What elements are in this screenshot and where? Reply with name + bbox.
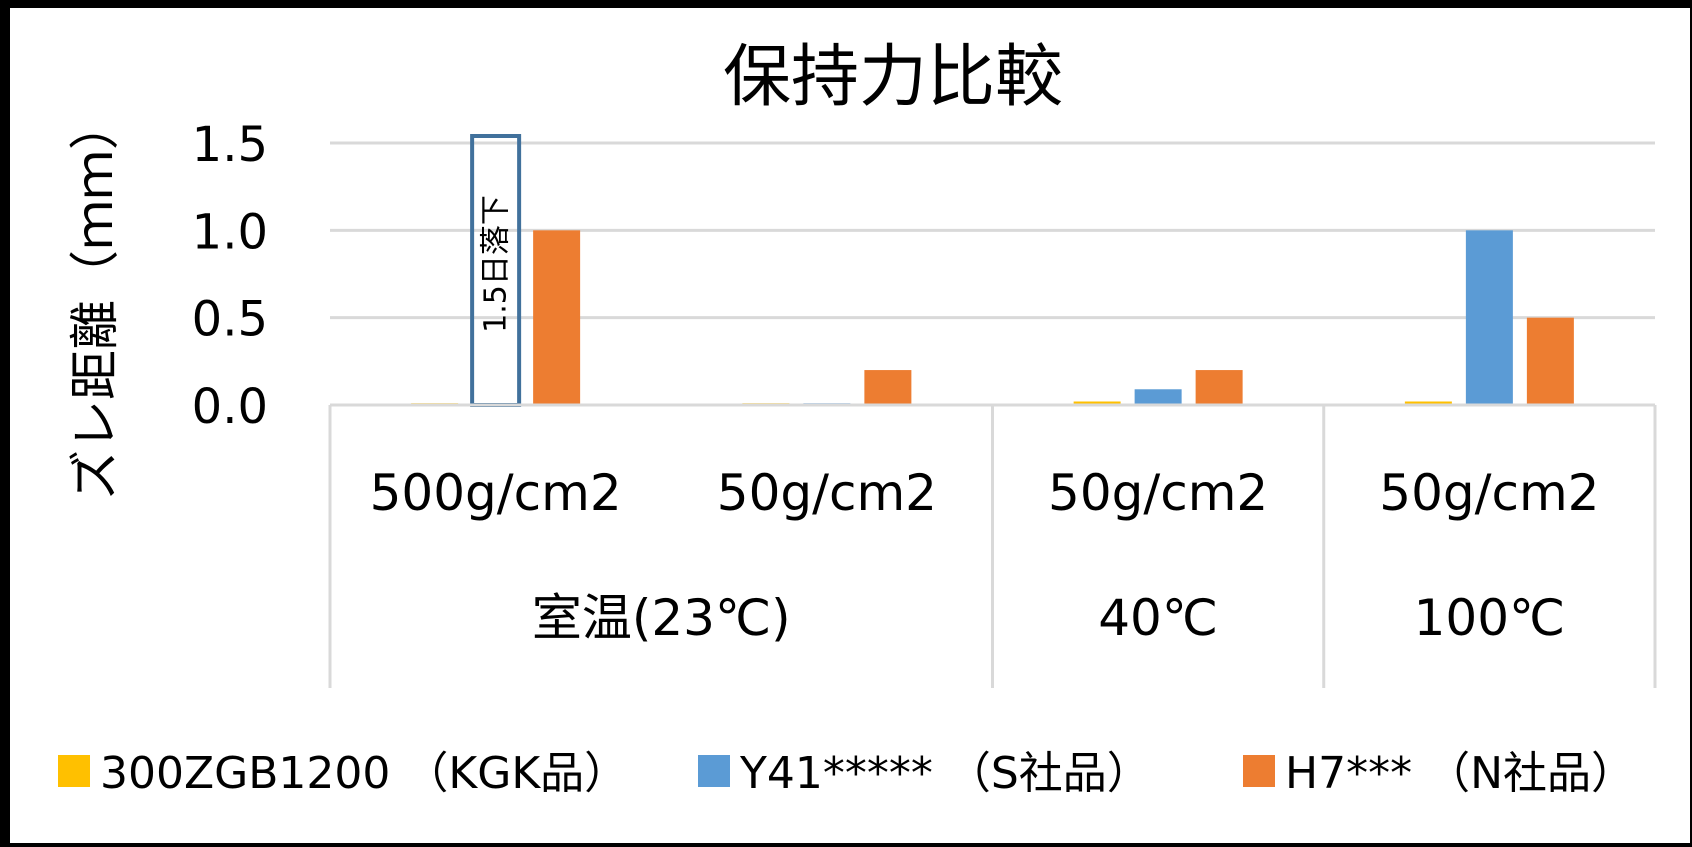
- y-axis-label: ズレ距離（ｍｍ）: [66, 100, 124, 500]
- bars: [411, 230, 1574, 405]
- x-tick-label: 50g/cm2: [1048, 464, 1268, 522]
- annotations: 1.5日落下: [470, 134, 522, 407]
- bar-2-3: [1526, 317, 1574, 405]
- bar-2-1: [864, 370, 912, 405]
- bar-2-0: [533, 230, 581, 405]
- bar-1-3: [1465, 230, 1513, 405]
- x-tick-label: 50g/cm2: [1379, 464, 1599, 522]
- bar-0-3: [1404, 401, 1452, 405]
- y-tick-label: 0.5: [192, 292, 268, 348]
- y-tick-label: 1.5: [192, 117, 268, 173]
- group-label: 100℃: [1414, 589, 1566, 647]
- y-tick-label: 0.0: [192, 379, 268, 435]
- annotation-label: 1.5日落下: [479, 195, 514, 333]
- x-tick-label: 500g/cm2: [370, 464, 622, 522]
- x-axis: 500g/cm2 50g/cm2 50g/cm2 50g/cm2 室温(23℃) 40℃ 1…: [328, 403, 1657, 688]
- chart-title: 保持力比較: [723, 38, 1063, 117]
- y-tick-labels: 0.0 0.5 1.0 1.5: [192, 117, 268, 435]
- legend-swatch: [58, 755, 90, 787]
- legend-label: H7*** （N社品）: [1285, 748, 1635, 799]
- legend-swatch: [1243, 755, 1275, 787]
- x-tick-label: 50g/cm2: [717, 464, 937, 522]
- group-label: 40℃: [1098, 589, 1218, 647]
- legend: 300ZGB1200 （KGK品） Y41***** （S社品） H7*** （N社…: [58, 748, 1635, 799]
- chart-background: [10, 8, 1690, 843]
- group-label: 室温(23℃): [532, 589, 791, 647]
- y-tick-label: 1.0: [192, 204, 268, 260]
- bar-2-2: [1195, 370, 1243, 405]
- legend-label: 300ZGB1200 （KGK品）: [100, 748, 628, 799]
- legend-label: Y41***** （S社品）: [739, 748, 1151, 799]
- bar-0-2: [1073, 401, 1121, 405]
- legend-swatch: [698, 755, 730, 787]
- bar-1-2: [1134, 389, 1182, 405]
